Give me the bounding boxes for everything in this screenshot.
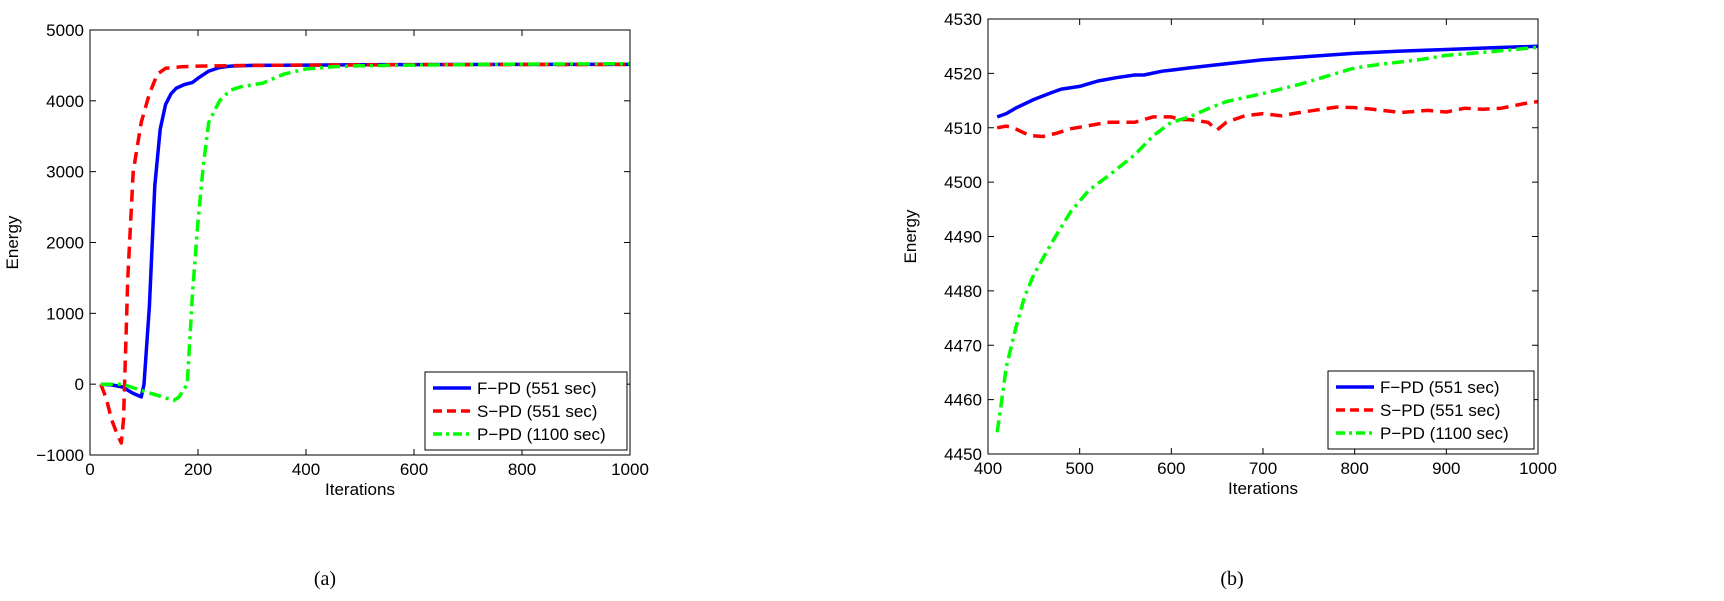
y-tick-label: 4480 [944,282,982,301]
y-tick-label: 4490 [944,228,982,247]
y-axis-title: Energy [3,215,22,269]
chart-a: 0 200 400 600 800 1000−1000010002000300040005… [3,21,649,590]
series-line-2 [99,62,630,445]
y-tick-label: −1000 [36,446,84,465]
y-tick-label: 4500 [944,173,982,192]
x-axis-title: Iterations [325,480,395,499]
y-tick-label: 5000 [46,21,84,40]
x-tick-label: 600 [400,460,428,479]
chart-caption: (a) [314,568,336,590]
x-tick-label: 900 [1432,459,1460,478]
x-tick-label: 1000 [611,460,649,479]
y-tick-label: 4510 [944,119,982,138]
x-tick-label: 1000 [1519,459,1557,478]
series-line-2 [996,99,1538,139]
y-tick-label: 4460 [944,391,982,410]
x-tick-label: 600 [1157,459,1185,478]
x-tick-label: 0 [85,460,94,479]
legend-label-1: F−PD (551 sec) [477,379,597,398]
x-tick-label: 400 [292,460,320,479]
x-tick-label: 200 [184,460,212,479]
x-tick-label: 700 [1249,459,1277,478]
x-tick-label: 500 [1065,459,1093,478]
y-tick-label: 3000 [46,163,84,182]
legend: F−PD (551 sec) S−PD (551 sec) P−PD (1100 s… [424,371,628,451]
y-tick-label: 4530 [944,10,982,29]
x-tick-label: 400 [974,459,1002,478]
legend-label-1: F−PD (551 sec) [1380,378,1500,397]
chart-caption: (b) [1220,568,1243,590]
legend-box [424,371,628,451]
y-tick-label: 1000 [46,304,84,323]
y-tick-label: 4450 [944,445,982,464]
legend-box [1327,370,1535,450]
legend-label-3: P−PD (1100 sec) [477,425,606,444]
series-line-3 [100,61,630,403]
x-tick-label: 800 [508,460,536,479]
y-tick-label: 4520 [944,64,982,83]
chart-b: 400 500 600 700 800 900 1000 4450 4460 4470 4480 44… [901,10,1557,590]
legend-label-2: S−PD (551 sec) [1380,401,1500,420]
series-group [99,61,630,445]
x-tick-label: 800 [1340,459,1368,478]
legend: F−PD (551 sec) S−PD (551 sec) P−PD (1100 s… [1327,370,1535,450]
y-tick-label: 4000 [46,92,84,111]
y-tick-label: 4470 [944,336,982,355]
y-tick-label: 2000 [46,234,84,253]
y-axis-title: Energy [901,209,920,263]
legend-label-3: P−PD (1100 sec) [1380,424,1509,443]
series-line-1 [996,44,1538,119]
legend-label-2: S−PD (551 sec) [477,402,597,421]
series-group [995,44,1538,433]
series-line-1 [100,62,630,399]
y-tick-label: 0 [75,375,84,394]
x-axis-title: Iterations [1228,479,1298,498]
